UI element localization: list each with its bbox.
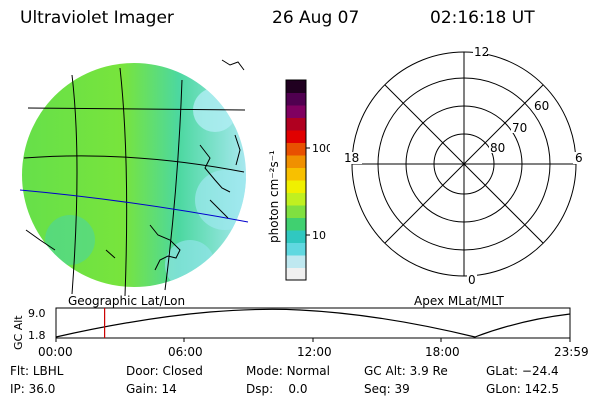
mlat-label-80: 80 [490, 141, 505, 155]
gcalt-value: 3.9 Re [409, 364, 448, 378]
gain-value: 14 [161, 382, 177, 396]
colorbar-step [286, 205, 306, 218]
colorbar-step [286, 267, 306, 281]
mlat-label-70: 70 [512, 121, 527, 135]
colorbar-unit-label: photon cm⁻²s⁻¹ [267, 150, 281, 243]
door-value: Closed [162, 364, 203, 378]
mlt-label-6: 6 [575, 151, 583, 165]
equator-line [19, 189, 249, 223]
instrument-title: Ultraviolet Imager [20, 8, 174, 28]
altitude-plot: GC Alt 9.0 1.8 00:00 06:00 12:00 18:00 2… [12, 307, 589, 359]
xtick-0600: 06:00 [168, 345, 203, 359]
mlt-label-12: 12 [474, 45, 489, 59]
altitude-plot-frame [55, 307, 571, 339]
polar-diagonal-2 [384, 84, 544, 244]
ip-value: 36.0 [28, 382, 56, 396]
polar-grid-panel: 12 0 18 6 60 70 80 [342, 45, 585, 287]
status-gain: Gain: 14 [126, 382, 177, 396]
filter-value: LBHL [32, 364, 64, 378]
lat-lon-grid [23, 67, 246, 296]
status-mode: Mode: Normal [246, 364, 330, 378]
glon-value: 142.5 [524, 382, 559, 396]
status-seq: Seq: 39 [364, 382, 410, 396]
status-glon: GLon: 142.5 [486, 382, 559, 396]
colorbar-step [286, 242, 306, 256]
xtick-1200: 12:00 [297, 345, 332, 359]
glat-value: −24.4 [521, 364, 559, 378]
colorbar-step [286, 117, 306, 131]
status-dsp: Dsp: 0.0 [246, 382, 308, 396]
coastlines [25, 59, 245, 271]
colorbar: 100 10 photon cm⁻²s⁻¹ [267, 79, 330, 281]
mlt-label-0: 0 [468, 273, 476, 287]
colorbar-step [286, 80, 306, 93]
colorbar-tick-10: 10 [312, 229, 326, 242]
status-door: Door: Closed [126, 364, 203, 378]
dsp-value: 0.0 [288, 382, 308, 396]
time-label: 02:16:18 UT [430, 8, 535, 28]
status-ip: IP: 36.0 [10, 382, 56, 396]
altitude-ytick-9: 9.0 [28, 307, 46, 320]
colorbar-step [286, 230, 306, 243]
colorbar-step [286, 255, 306, 268]
colorbar-step [286, 217, 306, 231]
polar-caption: Apex MLat/MLT [414, 294, 504, 308]
status-gcalt: GC Alt: 3.9 Re [364, 364, 448, 378]
mlt-label-18: 18 [344, 151, 359, 165]
date-label: 26 Aug 07 [272, 8, 360, 28]
colorbar-step [286, 167, 306, 181]
mlat-label-60: 60 [534, 99, 549, 113]
mode-value: Normal [286, 364, 330, 378]
altitude-ytick-1: 1.8 [28, 329, 46, 342]
colorbar-step [286, 105, 306, 118]
status-glat: GLat: −24.4 [486, 364, 559, 378]
uv-image-panel [19, 59, 249, 296]
xtick-1800: 18:00 [425, 345, 460, 359]
altitude-ylabel: GC Alt [12, 315, 25, 350]
seq-value: 39 [394, 382, 410, 396]
colorbar-step [286, 130, 306, 143]
xtick-2359: 23:59 [554, 345, 589, 359]
colorbar-frame [285, 79, 307, 281]
colorbar-step [286, 155, 306, 168]
colorbar-ramp [286, 80, 306, 281]
colorbar-step [286, 192, 306, 206]
altitude-xticks [55, 338, 571, 342]
colorbar-step [286, 180, 306, 193]
colorbar-tick-100: 100 [312, 142, 330, 155]
xtick-0000: 00:00 [38, 345, 73, 359]
altitude-curve [55, 308, 571, 338]
colorbar-step [286, 142, 306, 156]
globe-caption: Geographic Lat/Lon [68, 294, 186, 308]
status-filter: Flt: LBHL [10, 364, 64, 378]
colorbar-step [286, 92, 306, 106]
